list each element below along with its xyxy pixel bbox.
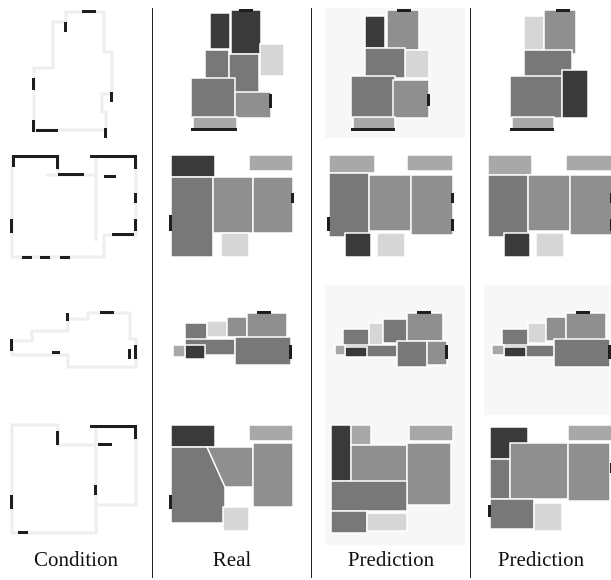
floorplan-rooms-4-real-icon	[169, 424, 294, 532]
floorplan-outline-2-icon	[10, 155, 138, 259]
floorplan-rooms-4-pred-b-icon	[488, 424, 611, 532]
floorplan-outline-1-icon	[32, 10, 114, 138]
floorplan-rooms-3-pred-a-icon	[325, 285, 465, 415]
condition-panel-row-4	[8, 415, 148, 545]
floorplan-rooms-2-real-icon	[169, 154, 294, 258]
floorplan-rooms-2-pred-b-icon	[487, 154, 611, 258]
floorplan-rooms-4-pred-a-icon	[325, 415, 465, 545]
column-label-prediction: Prediction	[347, 547, 435, 571]
floorplan-rooms-1-pred-b-icon	[509, 9, 589, 132]
floorplan-rooms-1-pred-a-icon	[325, 8, 465, 138]
prediction-a-panel-row-1	[325, 8, 465, 138]
real-panel-row-3	[165, 285, 305, 415]
column-label-real: Real	[212, 547, 252, 571]
prediction-b-panel-row-1	[484, 8, 611, 138]
condition-panel-row-1	[8, 8, 148, 138]
prediction-a-panel-row-2	[325, 145, 465, 275]
column-label-prediction-2: Prediction	[497, 547, 585, 571]
prediction-a-panel-row-3	[325, 285, 465, 415]
prediction-a-panel-row-4	[325, 415, 465, 545]
prediction-b-panel-row-2	[484, 145, 611, 275]
floorplan-outline-3-icon	[10, 311, 138, 369]
real-panel-row-2	[165, 145, 305, 275]
column-divider	[470, 8, 471, 578]
prediction-b-panel-row-4	[484, 415, 611, 545]
condition-panel-row-3	[8, 285, 148, 415]
condition-panel-row-2	[8, 145, 148, 275]
real-panel-row-1	[165, 8, 305, 138]
floorplan-outline-4-icon	[10, 423, 138, 535]
floorplan-rooms-2-pred-a-icon	[327, 154, 454, 258]
column-divider	[311, 8, 312, 578]
floorplan-rooms-3-real-icon	[172, 311, 292, 366]
floorplan-rooms-3-pred-b-icon	[484, 285, 611, 415]
floorplan-rooms-1-real-icon	[190, 9, 285, 132]
real-panel-row-4	[165, 415, 305, 545]
column-label-condition: Condition	[33, 547, 118, 571]
column-divider	[152, 8, 153, 578]
prediction-b-panel-row-3	[484, 285, 611, 415]
